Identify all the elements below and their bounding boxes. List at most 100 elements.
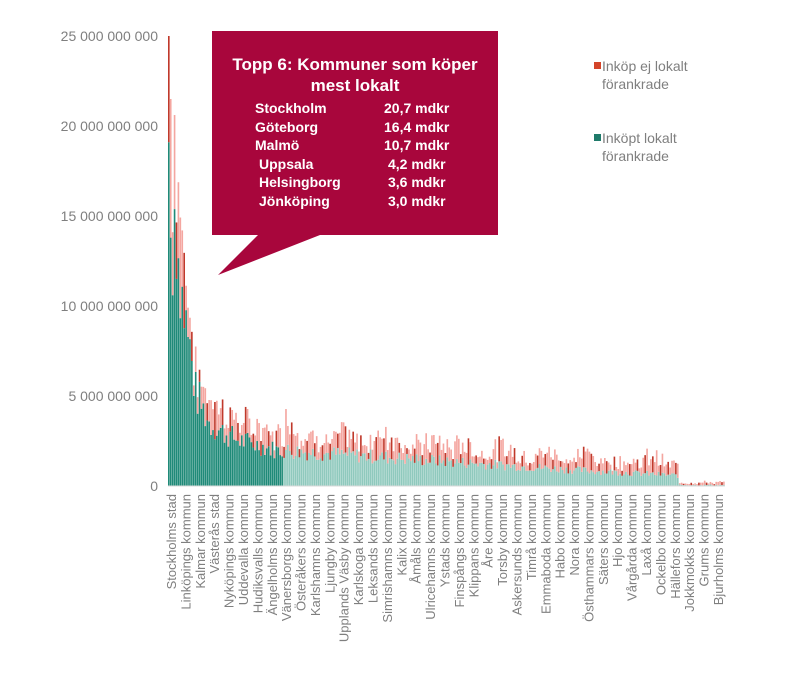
bar-local <box>413 462 416 486</box>
bar-not-local <box>696 484 698 486</box>
x-tick-label: Stockholms stad <box>164 494 179 589</box>
bar-not-local <box>680 482 683 485</box>
bar-local <box>653 474 656 486</box>
bar-not-local <box>404 445 406 464</box>
bar-local <box>450 460 452 486</box>
callout-row-value: 3,0 mdkr <box>388 192 446 209</box>
bar-local <box>586 471 589 486</box>
bar-not-local <box>300 440 303 450</box>
bar-local <box>398 452 401 486</box>
bar-local <box>216 435 218 486</box>
bar-local <box>244 433 247 486</box>
bar-local <box>365 460 368 486</box>
x-tick-label: Leksands kommun <box>366 494 381 603</box>
bar-local <box>527 470 529 486</box>
bar-not-local <box>292 434 295 459</box>
bar-local <box>498 461 500 486</box>
bar-not-local <box>196 397 199 414</box>
bar-local <box>200 408 203 486</box>
bar-not-local <box>436 442 439 466</box>
bar-local <box>521 466 524 486</box>
bar-local <box>367 458 370 486</box>
bar-local <box>358 462 360 486</box>
bar-not-local <box>602 463 604 471</box>
bar-not-local <box>661 453 664 473</box>
bar-not-local <box>515 462 518 471</box>
x-tick-label: Kalmar kommun <box>193 494 208 589</box>
bar-not-local <box>617 469 620 476</box>
bar-series-group <box>168 36 725 486</box>
bar-not-local <box>625 465 627 472</box>
bar-local <box>490 468 493 486</box>
bar-not-local <box>390 437 393 460</box>
bar-not-local <box>676 463 679 478</box>
bar-not-local <box>506 456 508 465</box>
bar-not-local <box>678 483 681 485</box>
bar-not-local <box>628 464 631 476</box>
bar-not-local <box>569 460 572 471</box>
bar-local <box>369 449 372 486</box>
bar-not-local <box>431 435 433 456</box>
bar-not-local <box>519 463 522 471</box>
bar-local <box>371 463 374 486</box>
bar-not-local <box>321 445 324 461</box>
bar-not-local <box>369 434 372 450</box>
bar-local <box>613 470 616 486</box>
bar-local <box>169 237 172 486</box>
bar-local <box>221 425 224 486</box>
bar-not-local <box>632 458 635 472</box>
bar-not-local <box>580 458 583 472</box>
bar-not-local <box>659 464 662 476</box>
bar-local <box>312 448 314 486</box>
bar-not-local <box>440 449 443 464</box>
bar-local <box>400 459 403 486</box>
x-tick-label: Simrishamns kommun <box>380 494 395 623</box>
bar-not-local <box>344 426 347 453</box>
bar-local <box>617 475 620 486</box>
bar-not-local <box>427 449 429 464</box>
bar-not-local <box>283 446 285 458</box>
bar-local <box>665 475 668 486</box>
bar-not-local <box>225 424 228 436</box>
bar-local <box>346 455 349 486</box>
bar-not-local <box>546 452 549 468</box>
bar-local <box>240 435 243 486</box>
bar-local <box>289 451 291 486</box>
callout-row-value: 16,4 mdkr <box>384 118 450 135</box>
bar-not-local <box>707 483 710 485</box>
bar-not-local <box>373 441 376 462</box>
bar-not-local <box>279 428 282 456</box>
x-tick-label: Torsby kommun <box>495 494 510 586</box>
bar-local <box>419 455 422 486</box>
bar-not-local <box>304 439 306 453</box>
bar-local <box>494 459 497 486</box>
bar-not-local <box>206 403 209 421</box>
bar-local <box>667 474 670 486</box>
bar-local <box>573 470 575 486</box>
bar-local <box>212 430 214 486</box>
bar-not-local <box>623 461 625 475</box>
bar-not-local <box>306 440 308 461</box>
bar-local <box>223 442 226 486</box>
bar-local <box>329 459 331 486</box>
callout-row-name: Uppsala <box>259 155 314 172</box>
bar-not-local <box>671 460 673 474</box>
bar-not-local <box>638 468 641 473</box>
bar-not-local <box>458 438 460 463</box>
bar-local <box>248 437 251 486</box>
x-tick-label: Östhammars kommun <box>581 494 596 622</box>
bar-not-local <box>386 450 389 464</box>
bar-not-local <box>323 443 326 455</box>
bar-not-local <box>363 445 366 454</box>
y-axis: 0 5 000 000 000 10 000 000 000 15 000 000 0… <box>61 28 159 494</box>
legend-swatch-local <box>594 134 601 141</box>
bar-local <box>264 454 266 486</box>
x-tick-label: Jokkmokks kommun <box>682 494 697 612</box>
bar-not-local <box>219 408 222 428</box>
bar-local <box>671 473 673 486</box>
bar-local <box>277 447 280 486</box>
bar-not-local <box>640 467 643 476</box>
x-tick-label: Karlskoga kommun <box>351 494 366 605</box>
bar-local <box>321 460 324 486</box>
bar-not-local <box>223 428 226 443</box>
